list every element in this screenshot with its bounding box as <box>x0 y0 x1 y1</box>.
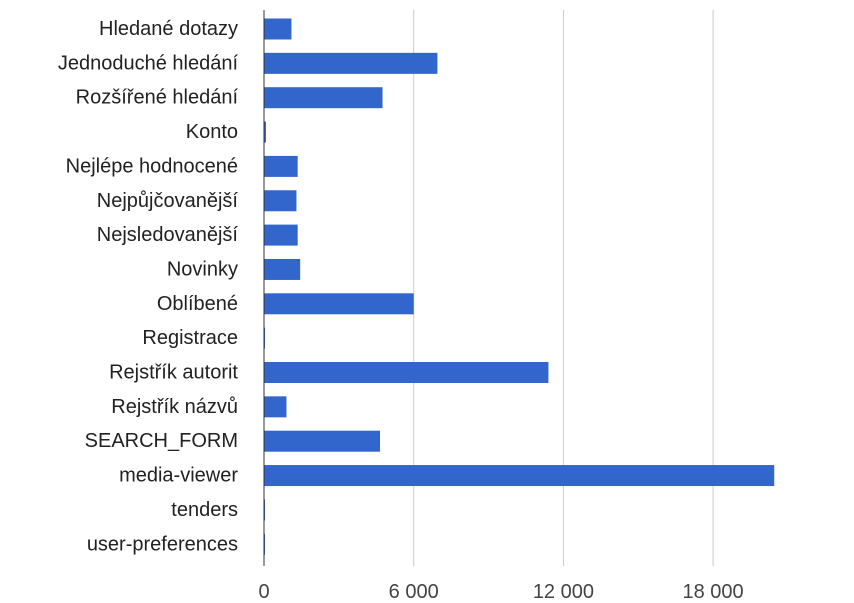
category-label: Jednoduché hledání <box>58 52 239 74</box>
bar <box>264 293 414 315</box>
bar <box>264 396 287 418</box>
bar <box>264 190 297 212</box>
x-tick-labels: 0 6 000 12 000 18 000 <box>258 581 743 603</box>
category-labels: Hledané dotazy Jednoduché hledání Rozšířen… <box>58 18 239 555</box>
bar <box>264 87 383 109</box>
x-tick-label: 18 000 <box>683 581 744 603</box>
category-label: Rejstřík autorit <box>109 362 238 384</box>
bar <box>264 155 298 177</box>
category-label: Rejstřík názvů <box>111 396 238 418</box>
category-label: tenders <box>171 499 238 521</box>
bar <box>264 18 292 40</box>
category-label: Rozšířené hledání <box>76 87 239 109</box>
category-label: Hledané dotazy <box>99 18 238 40</box>
category-label: Nejpůjčovanější <box>97 190 239 212</box>
category-label: Oblíbené <box>157 293 238 315</box>
bars <box>264 18 775 555</box>
category-label: Registrace <box>142 327 238 349</box>
category-label: media-viewer <box>119 465 238 487</box>
bar <box>264 52 438 74</box>
category-label: Konto <box>186 121 238 143</box>
category-label: Nejsledovanější <box>97 224 239 246</box>
bar <box>264 362 549 383</box>
category-label: SEARCH_FORM <box>85 430 238 452</box>
bar <box>264 224 298 246</box>
bar <box>264 258 301 280</box>
category-label: Nejlépe hodnocené <box>66 155 238 177</box>
x-tick-label: 6 000 <box>389 581 439 603</box>
category-label: Novinky <box>167 258 238 280</box>
x-tick-label: 12 000 <box>533 581 594 603</box>
bar <box>264 121 266 143</box>
bar <box>264 430 381 452</box>
category-label: user-preferences <box>87 533 238 555</box>
x-tick-label: 0 <box>258 581 269 603</box>
bar <box>264 465 775 487</box>
